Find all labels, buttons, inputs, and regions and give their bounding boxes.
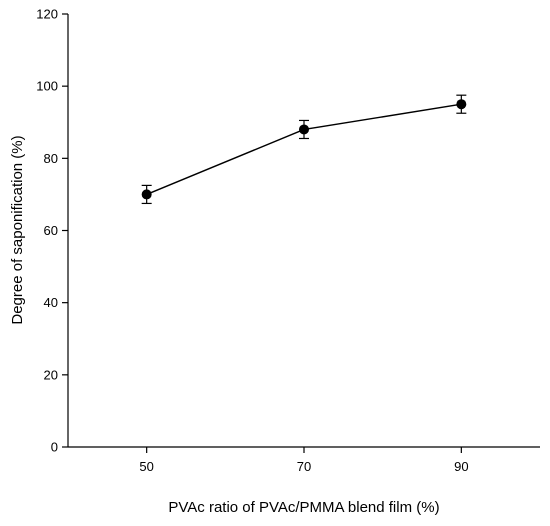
axes [67,14,540,448]
y-tick-label: 40 [44,295,58,310]
data-point [141,189,152,200]
y-tick-label: 20 [44,367,58,382]
y-tick-label: 0 [51,440,58,455]
x-tick-label: 90 [454,459,468,474]
series-line [146,103,462,196]
y-ticks: 0 20 40 60 80 100 120 [36,7,68,455]
x-axis-title: PVAc ratio of PVAc/PMMA blend film (%) [168,499,439,516]
y-tick-label: 80 [44,151,58,166]
y-tick-label: 100 [36,79,58,94]
x-tick-label: 50 [139,459,153,474]
x-tick-label: 70 [297,459,311,474]
data-point [299,124,309,135]
y-tick-label: 120 [36,7,58,22]
x-ticks: 50 70 90 [139,447,469,474]
y-axis-title: Degree of saponification (%) [9,135,26,324]
series [141,94,467,205]
y-tick-label: 60 [44,223,58,238]
data-point [456,99,467,110]
